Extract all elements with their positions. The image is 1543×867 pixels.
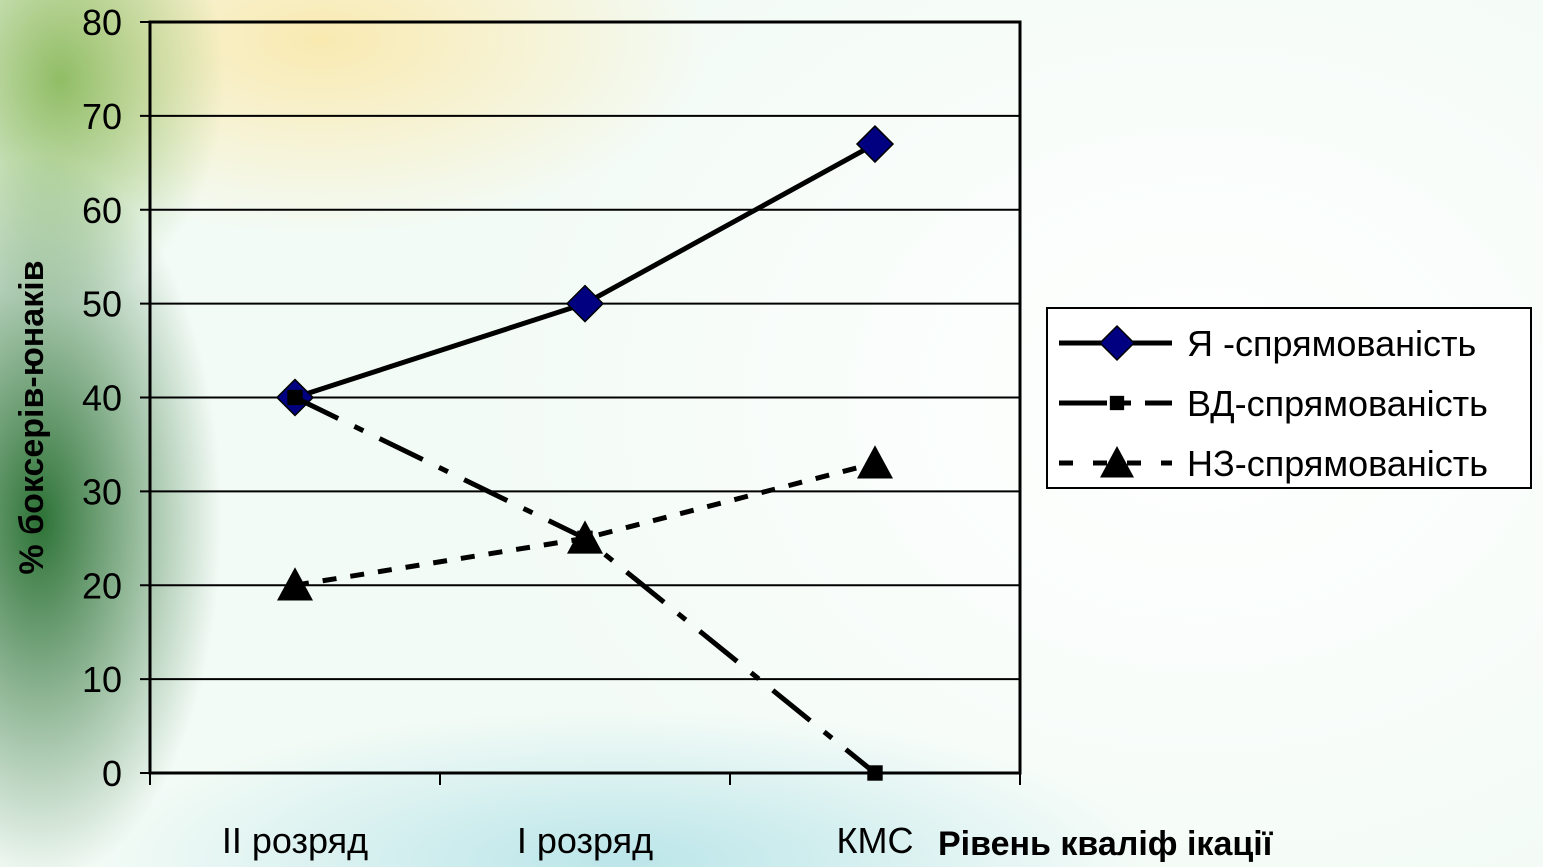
legend: Я -спрямованість ВД-спрямованість НЗ-спрям… (1046, 307, 1532, 489)
x-tick-label: КМС (837, 820, 914, 861)
series (275, 124, 895, 781)
y-tick-label: 10 (82, 659, 122, 700)
legend-marker (1100, 446, 1134, 478)
legend-marker (1098, 324, 1136, 362)
legend-label: НЗ-спрямованість (1187, 443, 1488, 484)
y-tick-labels: 0 10 20 30 40 50 60 70 80 (82, 2, 122, 794)
y-tick-label: 70 (82, 96, 122, 137)
data-point (857, 445, 893, 479)
y-tick-label: 20 (82, 565, 122, 606)
legend-marker (1109, 395, 1125, 411)
data-point (855, 124, 895, 164)
x-tick-label: II розряд (222, 820, 368, 861)
gridlines (150, 21, 1020, 681)
legend-label: ВД-спрямованість (1187, 383, 1488, 424)
y-tick-label: 40 (82, 378, 122, 419)
data-point (287, 389, 303, 406)
x-axis-title: Рівень кваліф ікації (938, 825, 1274, 863)
legend-label: Я -спрямованість (1187, 323, 1476, 364)
series-1 (275, 124, 895, 417)
data-point (565, 284, 605, 323)
data-point (867, 765, 883, 781)
y-axis-title: % боксерів-юнаків (13, 260, 51, 574)
y-tick-label: 80 (82, 2, 122, 43)
y-tick-label: 60 (82, 190, 122, 231)
y-tick-label: 50 (82, 284, 122, 325)
x-tick-label: I розряд (517, 820, 653, 861)
data-point (567, 520, 603, 554)
y-tick-label: 30 (82, 471, 122, 512)
axes (140, 21, 1021, 785)
x-tick-labels: II розряд I розряд КМС (222, 820, 914, 861)
series-line (294, 141, 877, 400)
series-3 (277, 445, 893, 601)
y-tick-label: 0 (102, 753, 122, 794)
data-point (277, 567, 313, 601)
